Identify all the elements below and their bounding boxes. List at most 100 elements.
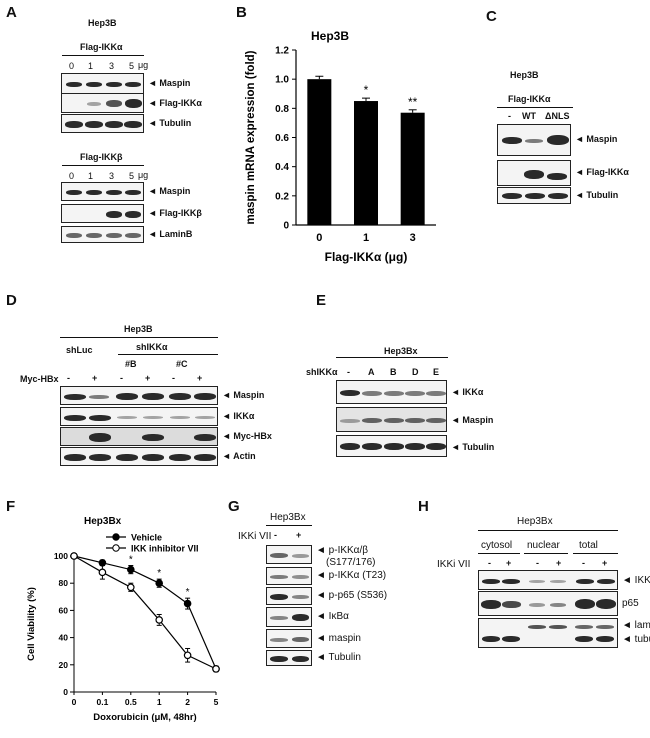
panel-D-group-shluc: shLuc bbox=[66, 345, 93, 355]
panel-C-lane-wt: WT bbox=[522, 111, 536, 121]
y-axis-label: maspin mRNA expression (fold) bbox=[245, 50, 257, 224]
x-tick-label: 1 bbox=[363, 232, 369, 244]
panel-H-blot-lamin-tubulin bbox=[478, 618, 618, 648]
panel-D-group-shikka: shIKKα bbox=[136, 342, 168, 352]
panel-H-rule-nuclear bbox=[524, 553, 568, 554]
panel-G-blot-pikka bbox=[266, 567, 312, 585]
significance-mark: * bbox=[129, 555, 133, 566]
panel-G-sign-plus: + bbox=[296, 530, 302, 540]
y-tick-label: 20 bbox=[59, 660, 69, 670]
x-tick-label: 3 bbox=[410, 232, 416, 244]
panel-C-blot-tubulin bbox=[497, 187, 571, 204]
data-point bbox=[155, 579, 164, 588]
panel-H-sign-5: - bbox=[582, 558, 585, 568]
panel-H-rule bbox=[478, 530, 618, 531]
panel-H-frac-nuclear: nuclear bbox=[527, 540, 560, 551]
y-tick-label: 1.0 bbox=[275, 75, 289, 86]
panel-G-row-pp65: ◄ p-p65 (S536) bbox=[316, 590, 388, 601]
panel-H-rule-cytosol bbox=[478, 553, 520, 554]
data-point bbox=[212, 665, 220, 673]
significance-mark: * bbox=[364, 83, 369, 97]
panel-E-cell-line: Hep3Bx bbox=[384, 346, 418, 356]
panel-E-row-tubulin: ◄ Tubulin bbox=[451, 442, 495, 452]
y-tick-label: 0 bbox=[283, 221, 289, 232]
panel-H-frac-cytosol: cytosol bbox=[481, 540, 513, 551]
chart-title: Hep3Bx bbox=[84, 516, 122, 527]
y-tick-label: 0.8 bbox=[275, 104, 289, 115]
panel-A-row-maspin: ◄ Maspin bbox=[148, 78, 191, 88]
panel-D-sign-3: - bbox=[120, 373, 123, 383]
panel-D-sign-6: + bbox=[197, 373, 203, 383]
data-point bbox=[127, 565, 135, 574]
panel-A-blot-b-flag bbox=[61, 204, 144, 223]
panel-A-dose-3: 3 bbox=[109, 61, 115, 71]
panel-G-blot-tubulin bbox=[266, 650, 312, 666]
panel-A-dose-unit: μg bbox=[138, 60, 149, 70]
panel-B-chart: Hep3B 0 0.2 0.4 0.6 0.8 1.0 1.2 maspin mRNA expr… bbox=[245, 29, 436, 264]
panel-A-dose-1: 1 bbox=[88, 61, 94, 71]
series-line bbox=[73, 555, 217, 670]
y-tick-label: 40 bbox=[59, 633, 69, 643]
x-axis-label: Flag-IKKα (μg) bbox=[325, 250, 408, 264]
panel-D-blot-actin bbox=[60, 447, 218, 466]
data-point bbox=[127, 583, 135, 592]
panel-C-row-tubulin: ◄ Tubulin bbox=[575, 190, 619, 200]
panel-H-sign-3: - bbox=[536, 558, 539, 568]
panel-D-row-ikka: ◄ IKKα bbox=[222, 411, 255, 421]
x-tick-label: 0 bbox=[316, 232, 322, 244]
panel-H-blot-p65 bbox=[478, 591, 618, 616]
panel-A-blot-tubulin bbox=[61, 114, 144, 133]
panel-G-blot-pp65 bbox=[266, 587, 312, 605]
panel-C-cell-line: Hep3B bbox=[510, 70, 539, 80]
bar bbox=[307, 79, 332, 225]
data-point bbox=[98, 568, 107, 577]
panel-D-sign-2: + bbox=[92, 373, 98, 383]
panel-G-label: G bbox=[228, 498, 240, 515]
panel-C-blot-flag bbox=[497, 160, 571, 186]
panel-G-sign-minus: - bbox=[274, 530, 277, 540]
panel-E-lane-4: D bbox=[412, 367, 419, 377]
panel-A-top-title: Flag-IKKα bbox=[80, 42, 123, 52]
panel-H-sign-1: - bbox=[488, 558, 491, 568]
panel-G-rule bbox=[266, 525, 312, 526]
panel-H-row-tubulin: ◄ tubulin bbox=[622, 634, 650, 645]
panel-H-sign-4: + bbox=[556, 558, 562, 568]
panel-A-dose-5: 5 bbox=[129, 61, 135, 71]
panel-C-lane-dnls: ΔNLS bbox=[545, 111, 570, 121]
panel-E-label: E bbox=[316, 292, 327, 309]
panel-H-blot-ikka bbox=[478, 570, 618, 590]
panel-A-b-dose-1: 1 bbox=[88, 171, 94, 181]
panel-D-sign-1: - bbox=[67, 373, 70, 383]
panel-F-chart: Hep3Bx 0 20 40 60 80 100 0 0.1 0.5 1 2 5 Cell Viabili… bbox=[26, 516, 220, 723]
panel-A-row-b-flag: ◄ Flag-IKKβ bbox=[148, 208, 202, 218]
panel-D-row-maspin: ◄ Maspin bbox=[222, 390, 265, 400]
y-tick-label: 0 bbox=[63, 687, 68, 697]
panel-E-row-maspin: ◄ Maspin bbox=[451, 415, 494, 425]
panel-G-row-pikk-site: (S177/176) bbox=[326, 557, 376, 568]
panel-C-blot-maspin bbox=[497, 124, 571, 156]
panel-D-sub-rule bbox=[118, 354, 218, 355]
panel-D-treat: Myc-HBx bbox=[20, 374, 59, 384]
x-tick-label: 2 bbox=[185, 697, 190, 707]
legend-marker bbox=[112, 533, 120, 541]
panel-G-blot-maspin bbox=[266, 629, 312, 648]
panel-H-cell-line: Hep3Bx bbox=[517, 516, 553, 527]
panel-C-header: Flag-IKKα bbox=[508, 94, 551, 104]
panel-D-row-actin: ◄ Actin bbox=[222, 451, 256, 461]
bar bbox=[354, 101, 378, 225]
panel-H-row-ikka: ◄ IKKα bbox=[622, 575, 650, 586]
panel-A-bottom-title: Flag-IKKβ bbox=[80, 152, 123, 162]
panel-H-treat: IKKi VII bbox=[437, 559, 471, 570]
panel-D-blot-ikka bbox=[60, 407, 218, 426]
panel-A-row-flag: ◄ Flag-IKKα bbox=[148, 98, 202, 108]
panel-E-blot-maspin bbox=[336, 407, 447, 432]
panel-A-blot-b-lamin bbox=[61, 226, 144, 243]
panel-A-blot-b-maspin bbox=[61, 182, 144, 201]
panel-D-blot-maspin bbox=[60, 386, 218, 405]
significance-mark: * bbox=[186, 587, 190, 598]
legend-label: IKK inhibitor VII bbox=[131, 544, 199, 554]
panel-A-top-rule bbox=[62, 55, 144, 56]
panel-H-sign-6: + bbox=[602, 558, 608, 568]
panel-A-blot-flag bbox=[61, 93, 144, 113]
panel-C-lane-minus: - bbox=[508, 111, 511, 121]
